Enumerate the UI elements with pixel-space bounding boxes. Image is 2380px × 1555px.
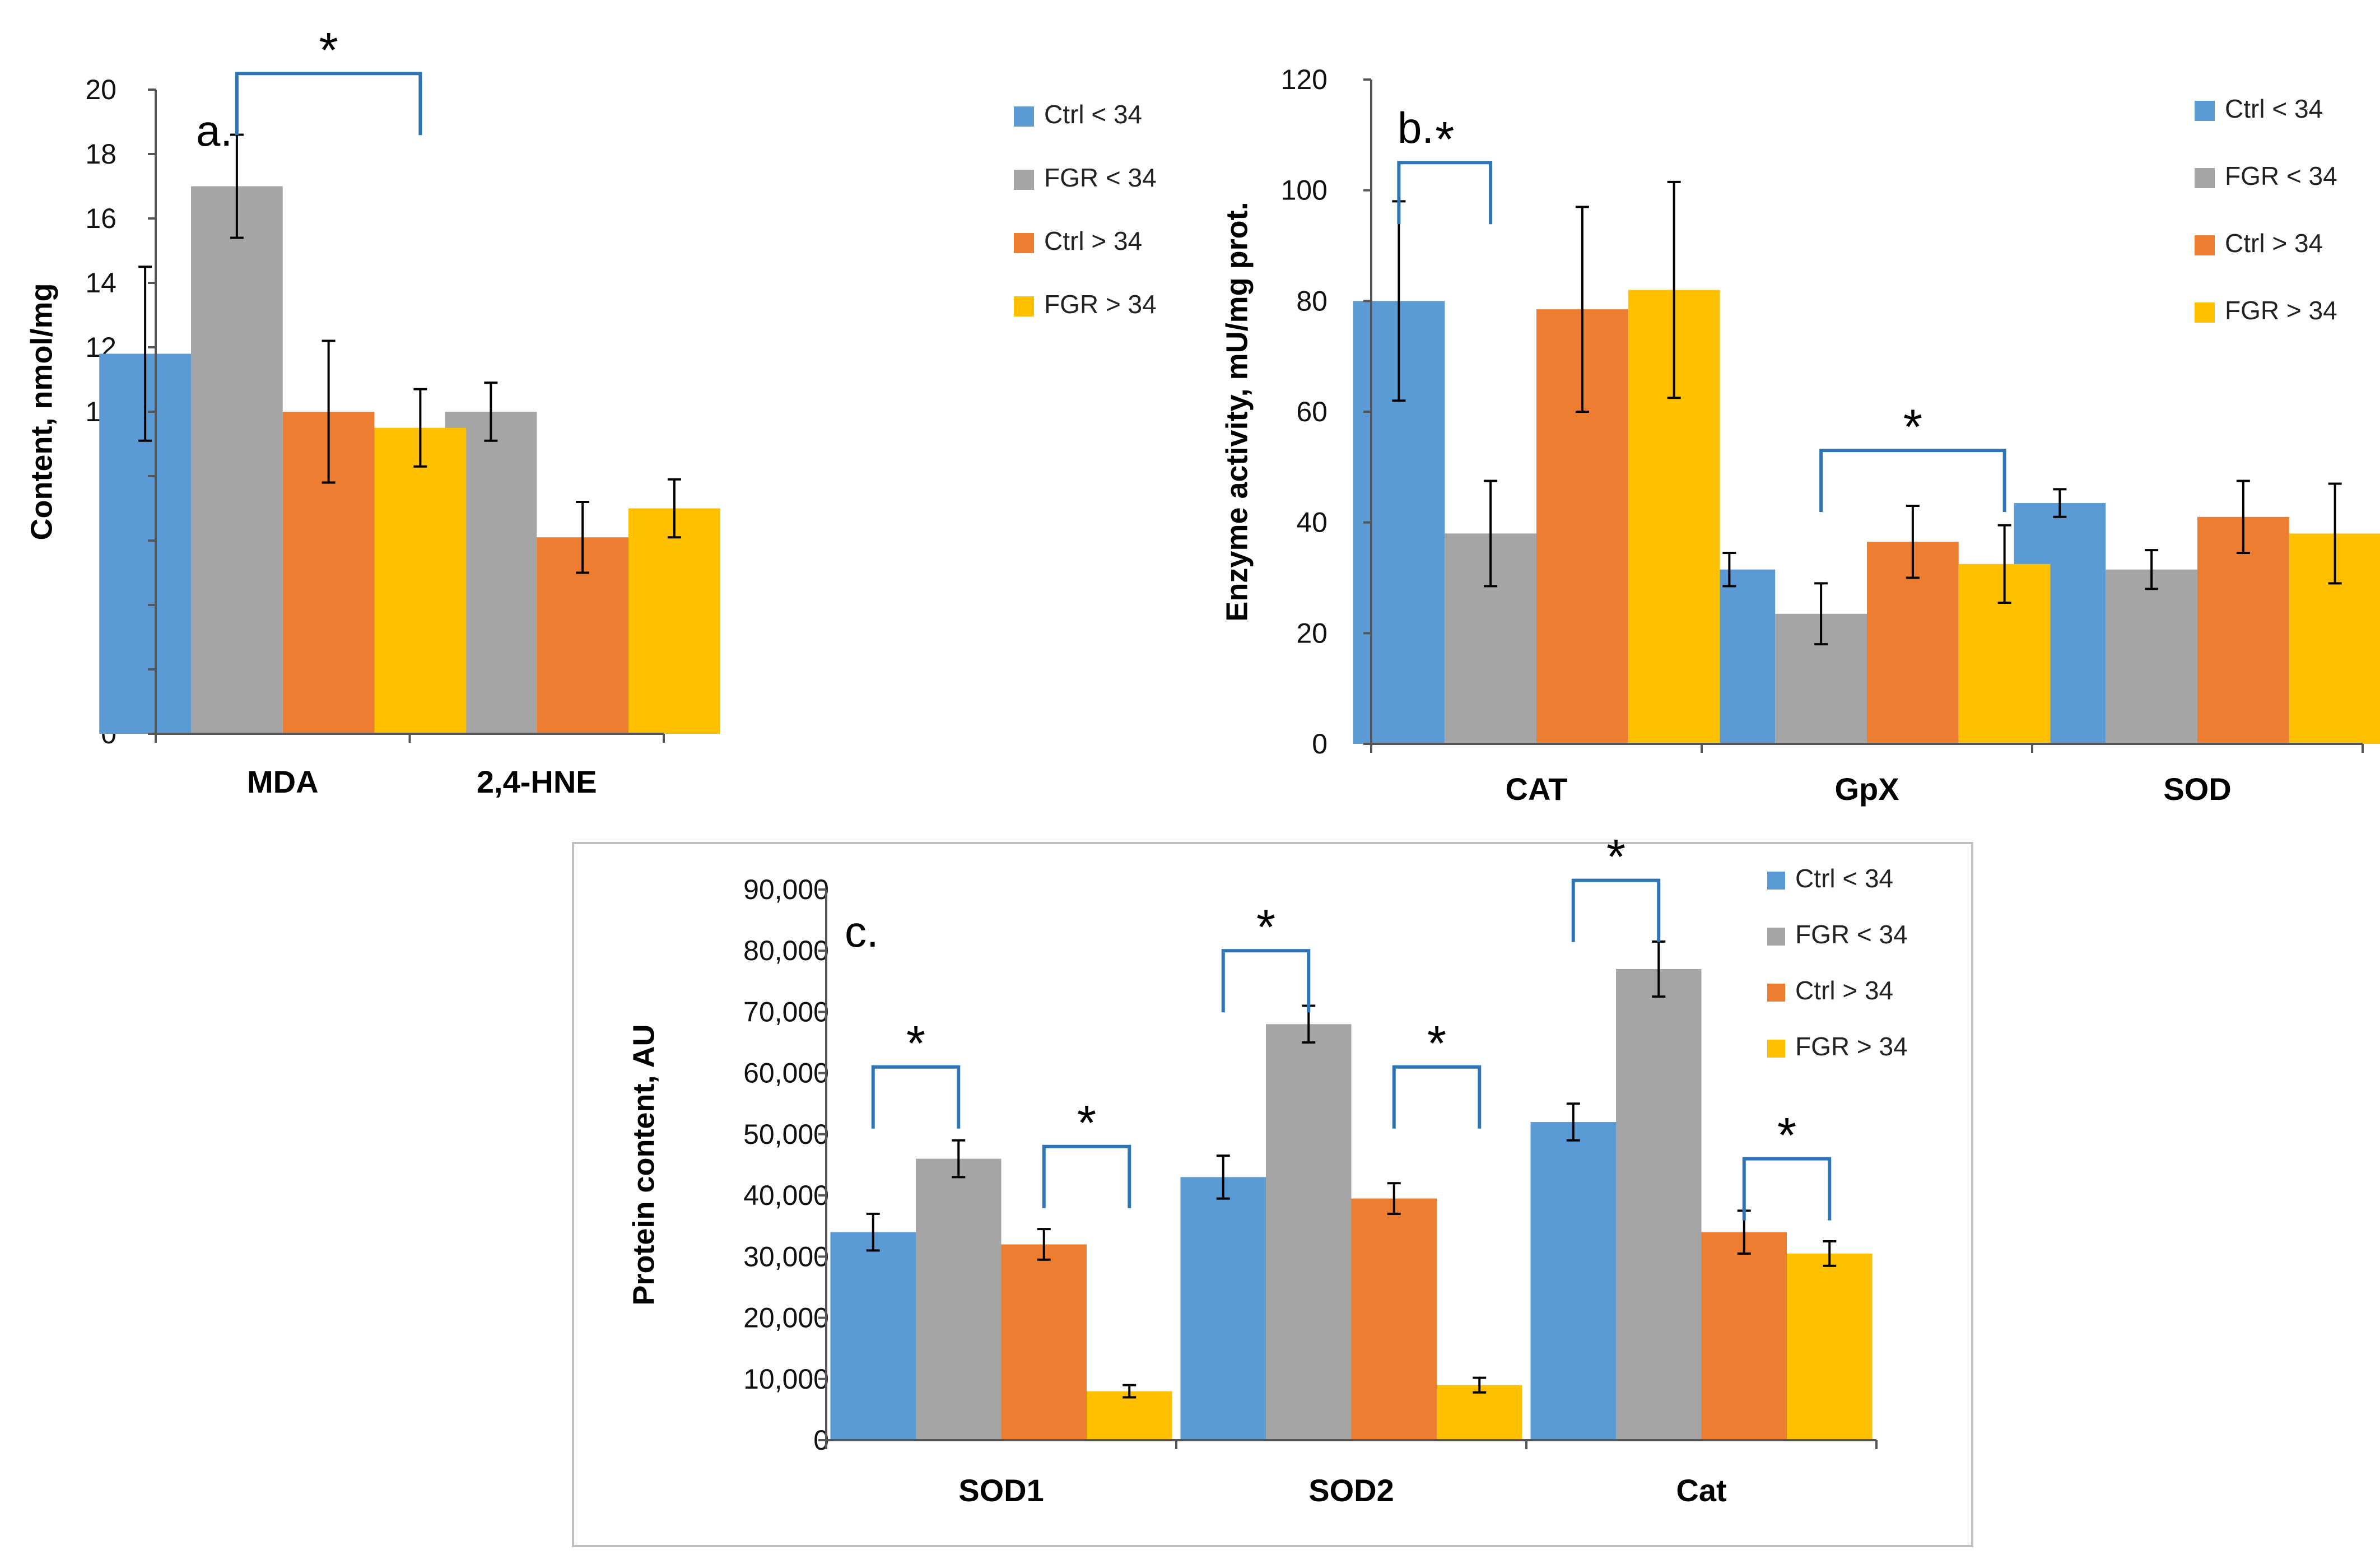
y-tick-label: 20,000: [743, 1302, 829, 1334]
bar-cat-series-0: [1530, 1122, 1616, 1440]
category-label: GpX: [1834, 771, 1899, 807]
legend-label: FGR < 34: [1795, 920, 1908, 949]
y-tick-label: 20: [1296, 617, 1328, 649]
legend-swatch: [1767, 984, 1785, 1002]
legend-label: FGR < 34: [2225, 161, 2337, 190]
legend-label: FGR > 34: [2225, 296, 2337, 325]
panel-c-frame: [572, 842, 1973, 1547]
bar-sod1-series-2: [1001, 1244, 1087, 1440]
y-tick-label: 20: [85, 74, 117, 105]
bar-sod2-series-0: [1180, 1177, 1266, 1440]
legend-swatch: [1014, 170, 1034, 190]
significance-star: *: [906, 1016, 925, 1071]
legend-swatch: [1767, 928, 1785, 946]
legend-swatch: [1014, 296, 1034, 316]
bar-sod-series-2: [2197, 516, 2289, 744]
bar-sod1-series-3: [1087, 1391, 1172, 1440]
y-tick-label: 0: [1312, 728, 1328, 760]
category-label: SOD2: [1308, 1473, 1394, 1508]
y-tick-label: 30,000: [743, 1241, 829, 1272]
y-tick-label: 14: [85, 267, 117, 299]
legend-swatch: [2195, 235, 2215, 255]
significance-star: *: [1256, 899, 1275, 955]
y-axis-label: Protein content, AU: [627, 1024, 660, 1305]
panel-label: c.: [845, 907, 879, 956]
panel-c-chart: 010,00020,00030,00040,00050,00060,00070,…: [627, 829, 1907, 1508]
y-tick-label: 18: [85, 138, 117, 170]
legend-label: FGR > 34: [1795, 1032, 1908, 1061]
category-label: MDA: [247, 764, 319, 799]
significance-star: *: [1606, 829, 1626, 884]
bar-sod2-series-2: [1351, 1198, 1437, 1440]
category-label: Cat: [1676, 1473, 1726, 1508]
significance-bracket: [1742, 1157, 1832, 1221]
legend-label: Ctrl > 34: [1795, 976, 1893, 1005]
category-label: 2,4-HNE: [477, 764, 597, 799]
legend-swatch: [2195, 101, 2215, 121]
legend-label: FGR > 34: [1044, 290, 1157, 319]
legend-label: FGR < 34: [1044, 163, 1157, 192]
legend-swatch: [2195, 302, 2215, 323]
bar-cat-series-3: [1787, 1253, 1873, 1440]
significance-star: *: [1077, 1095, 1096, 1151]
significance-bracket: [871, 1065, 961, 1129]
y-tick-label: 80: [1296, 285, 1328, 316]
y-axis-label: Enzyme activity, mU/mg prot.: [1220, 202, 1254, 621]
y-axis-label: Content, nmol/mg: [25, 283, 58, 541]
y-tick-label: 40: [1296, 507, 1328, 538]
panel-label: b.: [1398, 103, 1434, 152]
y-tick-label: 70,000: [743, 996, 829, 1027]
y-tick-label: 80,000: [743, 935, 829, 966]
y-tick-label: 100: [1281, 175, 1328, 206]
legend-swatch: [1767, 1040, 1785, 1058]
legend-swatch: [1014, 233, 1034, 253]
legend-swatch: [2195, 168, 2215, 188]
y-tick-label: 10,000: [743, 1363, 829, 1395]
legend-label: Ctrl < 34: [1795, 864, 1893, 893]
significance-bracket: [1392, 1065, 1482, 1129]
significance-star: *: [1903, 399, 1922, 454]
legend-swatch: [1767, 872, 1785, 890]
bar-mda-series-3: [374, 427, 467, 734]
significance-star: *: [319, 22, 338, 77]
significance-bracket: [1571, 878, 1661, 942]
legend-label: Ctrl > 34: [2225, 229, 2323, 258]
legend-label: Ctrl < 34: [1044, 100, 1142, 129]
category-label: SOD1: [958, 1473, 1044, 1508]
bar-cat-series-1: [1616, 969, 1702, 1440]
y-tick-label: 90,000: [743, 874, 829, 905]
significance-bracket: [1819, 449, 2006, 513]
y-tick-label: 16: [85, 203, 117, 234]
significance-bracket: [1397, 161, 1493, 225]
category-label: CAT: [1506, 771, 1568, 807]
significance-star: *: [1777, 1107, 1796, 1163]
y-tick-label: 40,000: [743, 1180, 829, 1211]
bar-mda-series-1: [191, 186, 283, 734]
y-tick-label: 60,000: [743, 1058, 829, 1089]
legend-label: Ctrl > 34: [1044, 226, 1142, 255]
bar-cat-series-2: [1701, 1232, 1787, 1440]
legend-swatch: [1014, 106, 1034, 127]
bar-2-4-hne-series-3: [628, 508, 720, 734]
y-tick-label: 60: [1296, 396, 1328, 427]
significance-star: *: [1427, 1016, 1446, 1071]
significance-bracket: [1042, 1144, 1131, 1208]
bar-sod2-series-1: [1266, 1024, 1352, 1440]
y-tick-label: 50,000: [743, 1119, 829, 1150]
significance-bracket: [235, 72, 422, 136]
significance-bracket: [1221, 949, 1311, 1013]
y-tick-label: 120: [1281, 64, 1328, 95]
bar-sod1-series-0: [830, 1232, 916, 1440]
legend-label: Ctrl < 34: [2225, 94, 2323, 123]
panel-label: a.: [196, 106, 232, 155]
significance-star: *: [1435, 111, 1454, 166]
bar-sod1-series-1: [916, 1158, 1002, 1440]
bar-sod-series-1: [2106, 569, 2197, 744]
panel-b-chart: 0 20 40 60 80 100 120 Enzyme activity, mU/mg pr…: [1220, 64, 2380, 807]
panel-a-chart: 02468101214161820Content, nmol/mgMDA2,4-…: [25, 22, 1156, 799]
category-label: SOD: [2163, 771, 2231, 807]
bar-sod2-series-3: [1437, 1385, 1522, 1440]
